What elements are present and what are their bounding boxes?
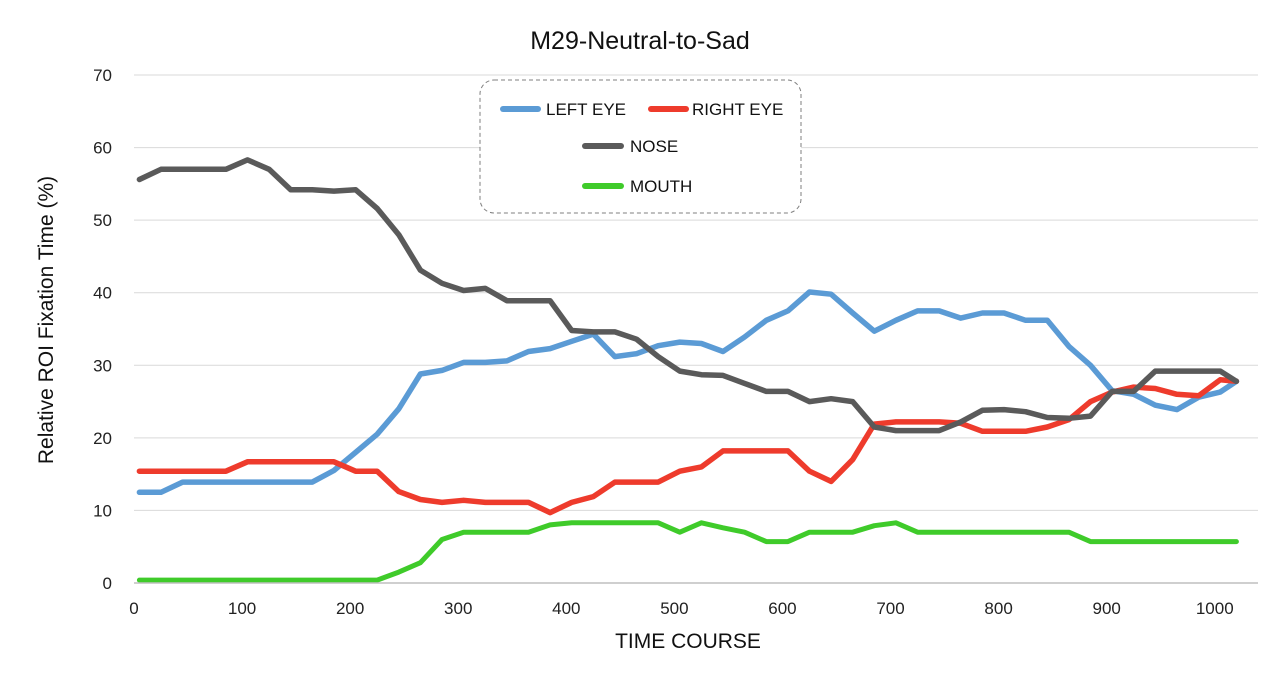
y-tick-label-50: 50 [93, 211, 112, 230]
x-tick-label-1000: 1000 [1196, 599, 1234, 618]
series-line-left-eye [136, 289, 1240, 496]
series-line-nose [136, 157, 1240, 434]
y-tick-label-20: 20 [93, 429, 112, 448]
x-tick-label-700: 700 [876, 599, 904, 618]
x-tick-label-800: 800 [984, 599, 1012, 618]
series-lines [136, 157, 1240, 583]
y-tick-label-40: 40 [93, 284, 112, 303]
x-tick-label-600: 600 [768, 599, 796, 618]
legend-label-nose: NOSE [630, 137, 678, 156]
y-tick-label-30: 30 [93, 356, 112, 375]
series-line-mouth [136, 520, 1239, 583]
x-tick-label-300: 300 [444, 599, 472, 618]
y-axis-title: Relative ROI Fixation Time (%) [35, 176, 58, 464]
chart-title: M29-Neutral-to-Sad [530, 27, 750, 55]
legend-label-right-eye: RIGHT EYE [692, 100, 783, 119]
legend-box [479, 79, 802, 214]
x-axis-title: TIME COURSE [615, 630, 761, 653]
x-tick-label-500: 500 [660, 599, 688, 618]
x-tick-label-100: 100 [228, 599, 256, 618]
y-axis-ticks: 0 10 20 30 40 50 60 70 [93, 66, 112, 593]
y-tick-label-70: 70 [93, 66, 112, 85]
x-axis-ticks: 0 100 200 300 400 500 600 700 800 900 1000 [129, 599, 1233, 618]
x-tick-label-0: 0 [129, 599, 138, 618]
legend-label-mouth: MOUTH [630, 177, 692, 196]
y-tick-label-0: 0 [103, 574, 112, 593]
y-tick-label-10: 10 [93, 501, 112, 520]
x-tick-label-900: 900 [1093, 599, 1121, 618]
x-tick-label-400: 400 [552, 599, 580, 618]
legend: LEFT EYE RIGHT EYE NOSE MOUTH [479, 79, 802, 214]
series-line-right-eye [136, 377, 1240, 516]
y-tick-label-60: 60 [93, 139, 112, 158]
x-tick-label-200: 200 [336, 599, 364, 618]
legend-label-left-eye: LEFT EYE [546, 100, 626, 119]
